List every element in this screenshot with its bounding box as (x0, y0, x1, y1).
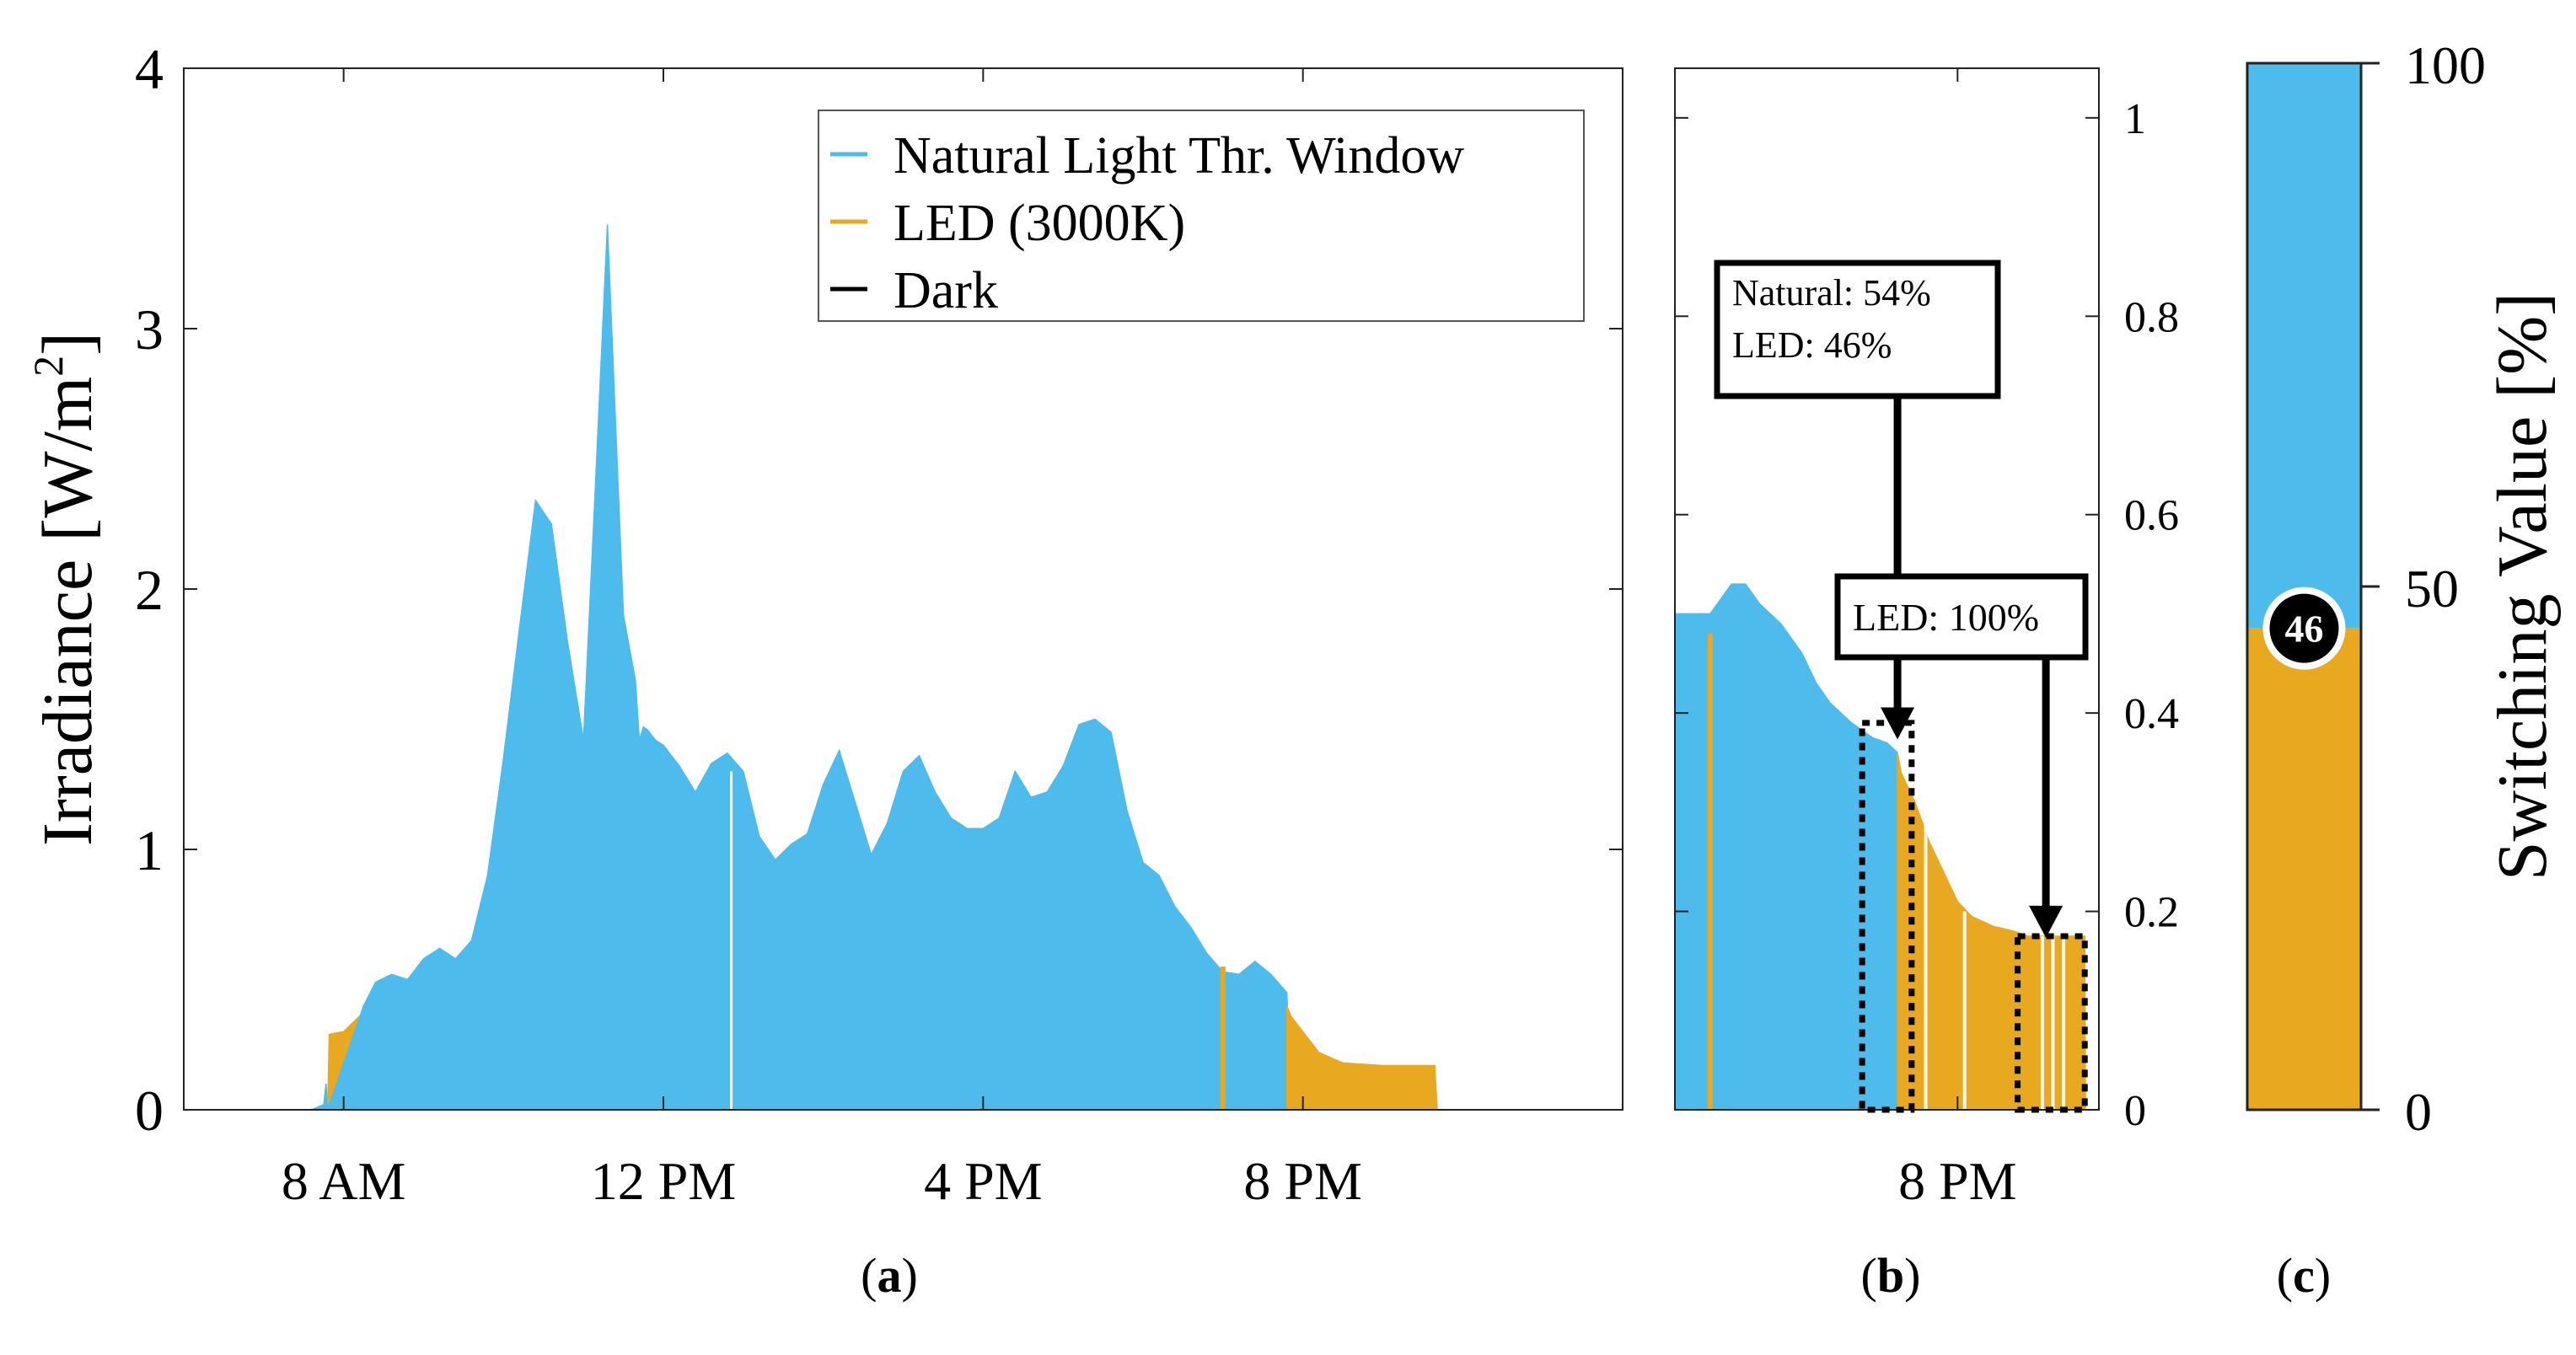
gap-line-b-2 (2040, 936, 2044, 1110)
panel-label-c-open: ( (2277, 1248, 2293, 1303)
xtick-label-a-3: 8 PM (1243, 1151, 1362, 1211)
gap-line-0 (730, 771, 733, 1110)
xtick-label-a-1: 12 PM (591, 1151, 737, 1211)
legend-label-led: LED (3000K) (894, 195, 1185, 252)
callout-box-1 (1834, 573, 2089, 661)
panel-label-b-letter: b (1877, 1248, 1904, 1303)
ytick-label-b-1: 0.2 (2124, 889, 2179, 937)
xtick-label-a-0: 8 AM (282, 1151, 406, 1211)
stack-segment-natural (2247, 63, 2361, 629)
area-b-natural-0 (1674, 583, 1899, 1111)
panel-label-b-open: ( (1861, 1248, 1877, 1303)
panel-label-c-letter: c (2293, 1248, 2315, 1303)
stack-segment-led (2247, 628, 2361, 1110)
xtick-label-a-2: 4 PM (924, 1151, 1043, 1211)
gap-line-b-3 (2051, 936, 2055, 1110)
ytick-label-b-0: 0 (2124, 1087, 2146, 1135)
legend-box (818, 110, 1585, 322)
panel-c: 0 50 100 46 Switching Value [%] (c) (2246, 35, 2562, 1303)
ylabel-a-close: ] (29, 332, 107, 356)
switching-marker-label: 46 (2285, 608, 2324, 651)
callout-box-0 (1714, 260, 2001, 399)
area-led-2 (1285, 1005, 1438, 1111)
ytick-label-b-4: 0.8 (2124, 293, 2179, 341)
gap-line-b-0 (1924, 811, 1928, 1110)
led-spike-0 (1220, 967, 1226, 1110)
ytick-label-c-2: 100 (2405, 35, 2486, 95)
ylabel-c: Switching Value [%] (2483, 292, 2562, 881)
callout-text-1-0: LED: 100% (1853, 596, 2039, 639)
ytick-label-b-5: 1 (2124, 95, 2146, 143)
callout-text-0-0: Natural: 54% (1732, 272, 1931, 313)
ylabel-a-sup: 2 (24, 356, 72, 377)
gap-line-b-4 (2062, 936, 2066, 1110)
gap-line-b-1 (1962, 911, 1967, 1110)
arrow-head-0 (1881, 707, 1915, 740)
panel-label-c: (c) (2277, 1248, 2331, 1303)
ytick-label-a-3: 3 (135, 297, 164, 362)
ytick-label-a-2: 2 (135, 558, 164, 622)
ylabel-a-main: Irradiance [W/m (29, 377, 107, 846)
ytick-label-a-0: 0 (135, 1079, 164, 1143)
ytick-label-b-3: 0.6 (2124, 492, 2179, 540)
area-natural-1 (311, 224, 1292, 1111)
ytick-label-a-4: 4 (135, 37, 164, 101)
panel-label-a-close: ) (902, 1248, 918, 1303)
panel-label-a-letter: a (877, 1248, 902, 1303)
ylabel-a: Irradiance [W/m2] (24, 332, 107, 846)
ytick-label-c-1: 50 (2405, 559, 2459, 619)
switching-marker (2262, 586, 2346, 670)
ytick-label-b-2: 0.4 (2124, 690, 2179, 738)
xtick-label-b-0: 8 PM (1898, 1151, 2017, 1211)
led-spike-b-0 (1707, 633, 1713, 1110)
arrow-head-1 (2029, 905, 2063, 938)
panel-label-b-close: ) (1904, 1248, 1920, 1303)
panel-label-a-open: ( (861, 1248, 877, 1303)
ytick-label-c-0: 0 (2405, 1082, 2432, 1142)
callout-text-0-1: LED: 46% (1732, 324, 1892, 366)
panel-b: 0 0.2 0.4 0.6 0.8 1 8 PM Natural: 54% LED: 46% LE… (1674, 67, 2179, 1303)
ytick-label-a-1: 1 (135, 818, 164, 882)
highlight-box-0 (1859, 720, 1915, 1113)
legend-label-dark: Dark (894, 262, 998, 319)
panel-label-b: (b) (1861, 1248, 1921, 1303)
legend-label-natural: Natural Light Thr. Window (894, 127, 1464, 185)
area-b-led-1 (1897, 752, 2086, 1111)
panel-label-a: (a) (861, 1248, 918, 1303)
highlight-box-1 (2015, 933, 2088, 1113)
panel-label-c-close: ) (2315, 1248, 2331, 1303)
